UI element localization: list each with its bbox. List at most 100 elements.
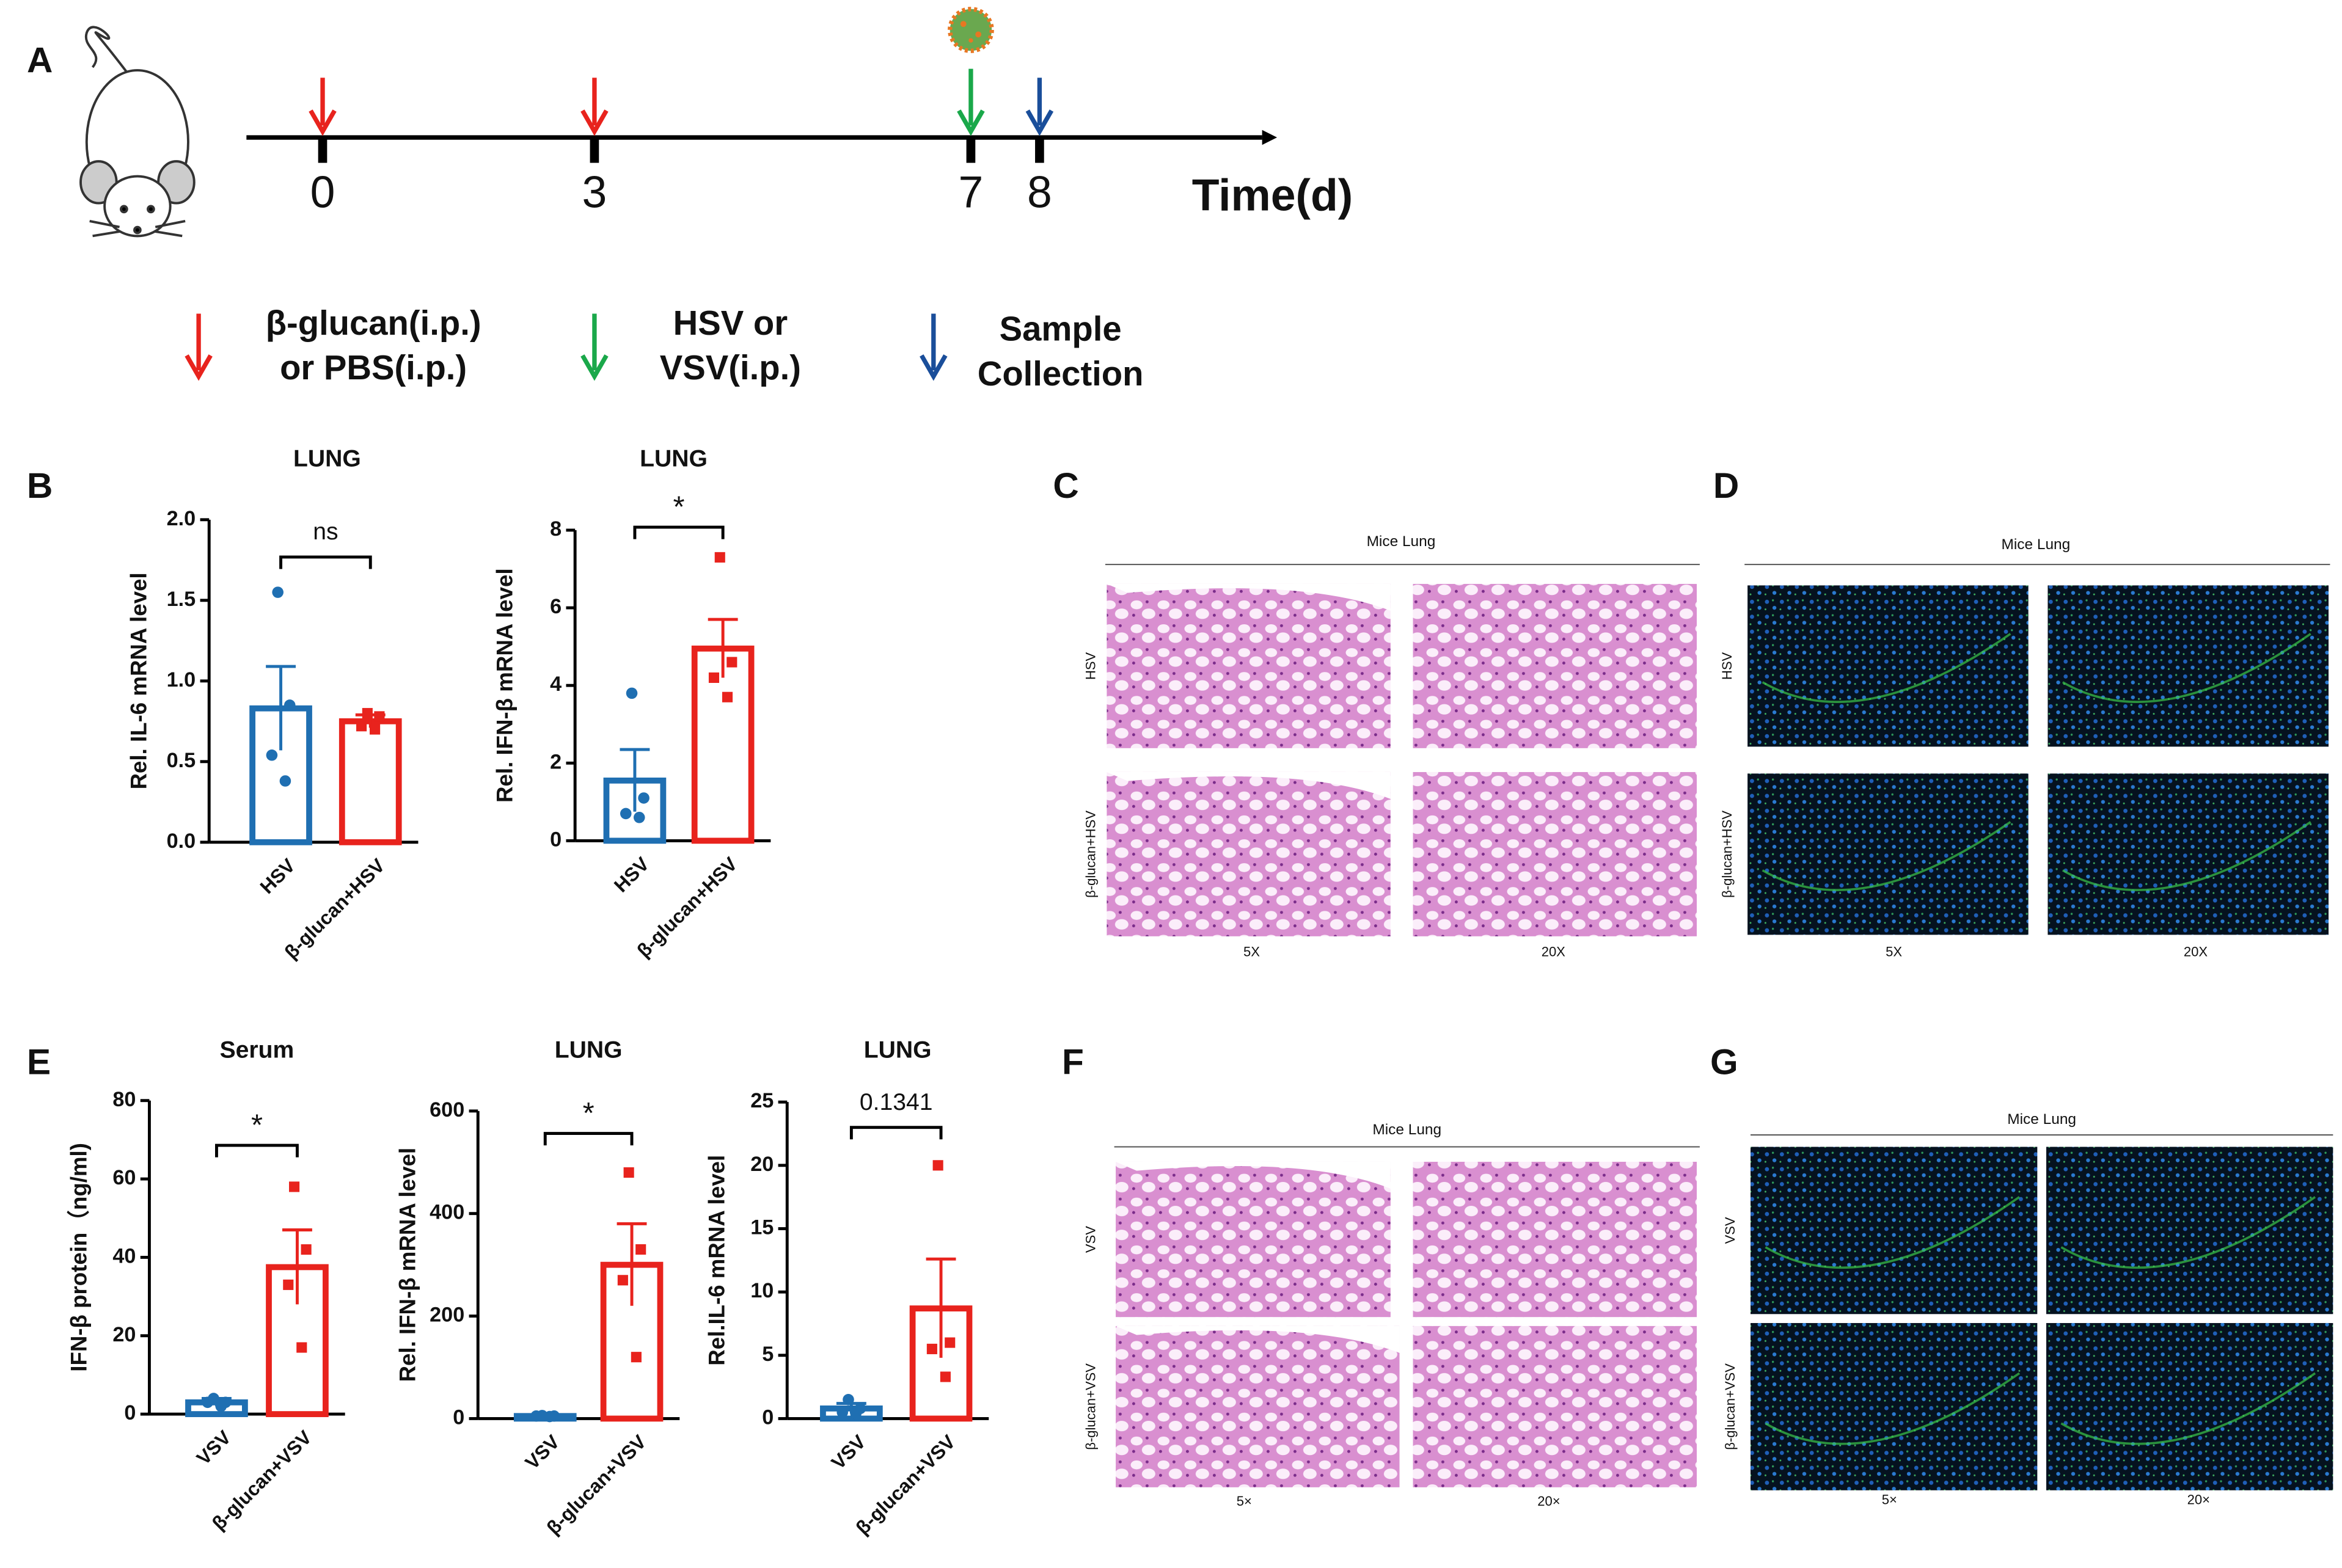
micrograph bbox=[1413, 1326, 1697, 1487]
y-tick-label: 80 bbox=[112, 1088, 136, 1111]
chart-title: LUNG bbox=[293, 445, 361, 472]
panel-title: Mice Lung bbox=[1372, 1121, 1441, 1138]
y-tick-label: 2.0 bbox=[167, 507, 196, 530]
data-point bbox=[279, 775, 291, 787]
row-label: β-glucan+VSV bbox=[1722, 1363, 1738, 1450]
micrograph bbox=[2046, 1147, 2333, 1315]
row-label: β-glucan+HSV bbox=[1719, 811, 1735, 898]
data-point bbox=[215, 1400, 227, 1412]
data-point bbox=[620, 808, 632, 820]
tissue-edge bbox=[1107, 771, 1391, 799]
green-signal bbox=[1762, 633, 2011, 703]
legend-text: HSV or bbox=[673, 304, 788, 342]
arrow-head bbox=[957, 109, 985, 136]
y-tick-label: 0 bbox=[762, 1406, 774, 1429]
column-label: 5× bbox=[1882, 1492, 1897, 1508]
data-point bbox=[940, 1371, 951, 1382]
row-label: HSV bbox=[1719, 652, 1735, 680]
time-label: 3 bbox=[582, 167, 607, 217]
y-tick-label: 8 bbox=[550, 517, 562, 541]
panel-title: Mice Lung bbox=[2001, 536, 2070, 553]
y-axis-label: IFN-β protein（ng/ml) bbox=[67, 1143, 92, 1372]
data-point bbox=[530, 1410, 542, 1422]
arrow-head bbox=[1025, 109, 1054, 136]
significance-label: * bbox=[583, 1097, 595, 1130]
y-tick-label: 0.5 bbox=[167, 749, 196, 772]
timeline: 0 3 7 8 Time(d) bbox=[309, 68, 1353, 221]
y-tick-label: 0.0 bbox=[167, 830, 196, 853]
panel-label: B bbox=[27, 466, 53, 506]
error-bar bbox=[708, 618, 738, 678]
micrograph bbox=[1750, 1322, 2038, 1490]
tissue-edge bbox=[1116, 1161, 1391, 1189]
micrograph bbox=[2046, 1322, 2333, 1490]
data-point bbox=[284, 699, 296, 711]
time-tick bbox=[318, 137, 328, 163]
green-signal bbox=[2060, 1372, 2316, 1445]
column-label: 5× bbox=[1237, 1493, 1252, 1509]
data-point bbox=[708, 672, 720, 684]
data-point bbox=[301, 1244, 312, 1255]
y-tick-label: 40 bbox=[112, 1244, 136, 1267]
significance-bracket bbox=[543, 1132, 634, 1146]
y-tick-label: 600 bbox=[430, 1098, 464, 1121]
legend-text: Sample bbox=[1000, 310, 1122, 348]
significance-bracket bbox=[279, 555, 372, 569]
error-bar bbox=[617, 1222, 647, 1306]
time-label: 8 bbox=[1027, 167, 1052, 217]
column-label: 5X bbox=[1886, 944, 1902, 960]
y-tick-label: 15 bbox=[750, 1216, 774, 1239]
data-point bbox=[633, 811, 645, 823]
micrograph bbox=[1750, 1147, 2038, 1315]
mouse-icon bbox=[79, 26, 196, 238]
time-label: 0 bbox=[310, 167, 335, 217]
significance-label: * bbox=[251, 1109, 263, 1142]
significance-label: 0.1341 bbox=[860, 1089, 933, 1115]
data-point bbox=[635, 1244, 646, 1255]
legend-text: VSV(i.p.) bbox=[660, 348, 801, 387]
micrograph bbox=[1107, 583, 1391, 748]
data-point bbox=[722, 691, 733, 702]
y-tick-label: 0 bbox=[124, 1401, 136, 1424]
y-tick-label: 20 bbox=[112, 1323, 136, 1346]
data-point bbox=[544, 1410, 555, 1423]
x-tick-label: VSV bbox=[192, 1426, 235, 1469]
time-tick bbox=[590, 137, 599, 163]
error-bar bbox=[620, 748, 650, 812]
green-signal bbox=[1762, 821, 2011, 891]
data-point bbox=[617, 1275, 628, 1286]
y-axis-label: Rel. IL-6 mRNA level bbox=[126, 572, 151, 789]
chart-title: Serum bbox=[220, 1037, 295, 1063]
data-point bbox=[202, 1396, 214, 1409]
panel-label: D bbox=[1713, 466, 1739, 506]
data-point bbox=[296, 1342, 307, 1353]
data-point bbox=[272, 586, 284, 598]
micrograph bbox=[1413, 1161, 1697, 1318]
y-tick-label: 1.0 bbox=[167, 668, 196, 691]
error-bar bbox=[266, 665, 296, 751]
data-point bbox=[623, 1167, 634, 1178]
y-axis-label: Rel. IFN-β mRNA level bbox=[492, 568, 517, 803]
tissue-edge bbox=[1107, 583, 1391, 611]
legend: β-glucan(i.p.) or PBS(i.p.) HSV or VSV(i.p.… bbox=[185, 304, 1143, 393]
micrograph bbox=[1107, 771, 1391, 936]
data-point bbox=[945, 1337, 956, 1348]
y-tick-label: 25 bbox=[750, 1089, 774, 1112]
legend-text: or PBS(i.p.) bbox=[280, 348, 467, 387]
row-label: VSV bbox=[1083, 1226, 1099, 1253]
x-tick-label: VSV bbox=[827, 1431, 869, 1473]
green-signal bbox=[1765, 1372, 2021, 1445]
arrow-head bbox=[185, 354, 213, 381]
y-tick-label: 4 bbox=[550, 673, 562, 696]
data-point bbox=[638, 792, 650, 804]
time-axis-label: Time(d) bbox=[1192, 170, 1353, 221]
panel-label: G bbox=[1710, 1043, 1738, 1082]
micrographs: C Mice Lung HSV β-glucan+HSV 5X 20X D Mice Lung… bbox=[1053, 466, 2333, 1509]
data-point bbox=[726, 657, 737, 668]
data-point bbox=[843, 1394, 854, 1406]
charts: B LUNG Rel. IL-6 mRNA level 0.0 0.5 1.0 1.5 2.0… bbox=[27, 445, 989, 1539]
micrograph bbox=[1413, 771, 1697, 936]
micrograph bbox=[1413, 583, 1697, 748]
column-label: 5X bbox=[1243, 944, 1260, 960]
y-tick-label: 60 bbox=[112, 1166, 136, 1189]
